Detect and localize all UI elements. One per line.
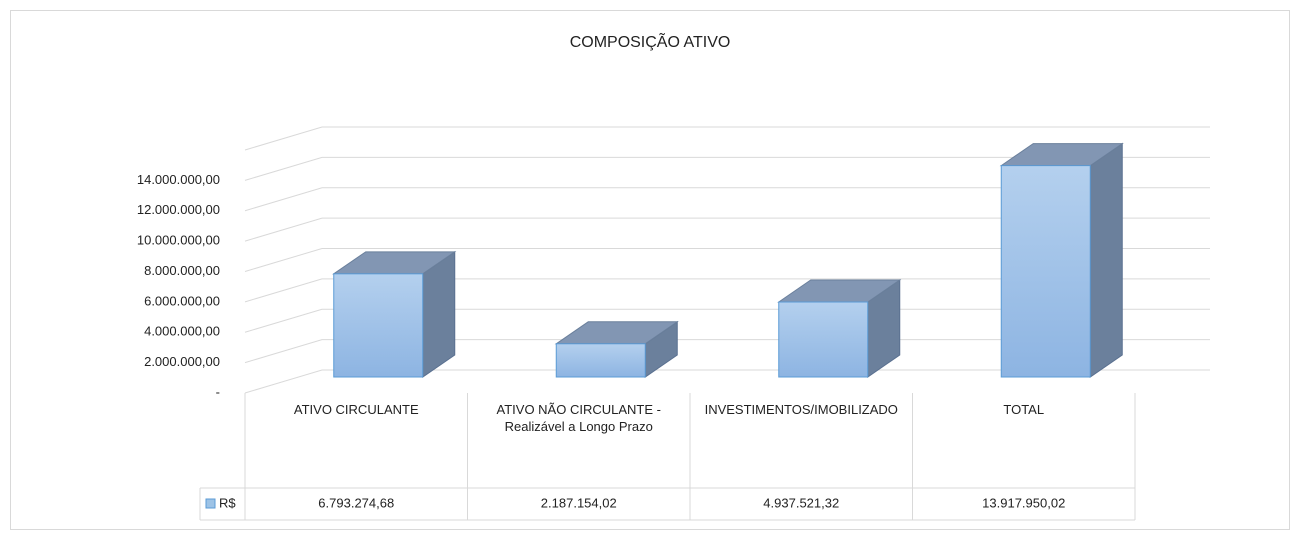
grid-line — [244, 339, 1210, 364]
x-tick-label: ATIVO CIRCULANTE — [293, 402, 419, 417]
bar-front — [778, 301, 869, 378]
legend-label: R$ — [219, 495, 236, 510]
x-tick-label: ATIVO NÃO CIRCULANTE - Realizável a Long… — [496, 402, 661, 434]
x-tick-cell: INVESTIMENTOS/IMOBILIZADO — [704, 402, 898, 417]
y-tick-label: 14.000.000,00 — [137, 172, 220, 187]
grid-line — [244, 278, 1210, 303]
x-tick-label: TOTAL — [1003, 402, 1045, 417]
chart-title: COMPOSIÇÃO ATIVO — [570, 31, 731, 51]
bar-front — [1000, 165, 1091, 378]
x-tick-cell: ATIVO NÃO CIRCULANTE - Realizável a Long… — [496, 402, 661, 434]
bar — [777, 279, 902, 378]
grid-line — [244, 156, 1210, 181]
data-table-value: 2.187.154,02 — [541, 495, 617, 510]
bar — [332, 250, 457, 378]
y-tick-label: 12.000.000,00 — [137, 202, 220, 217]
grid-line — [244, 187, 1210, 212]
x-tick-label: INVESTIMENTOS/IMOBILIZADO — [704, 402, 898, 417]
bar — [554, 320, 679, 378]
y-tick-label: - — [216, 384, 220, 399]
y-tick-label: 2.000.000,00 — [144, 354, 220, 369]
grid-line — [244, 248, 1210, 272]
legend-key — [205, 498, 216, 509]
grid-line — [244, 308, 1210, 333]
data-table-value: 13.917.950,02 — [982, 495, 1065, 510]
data-table-value: 6.793.274,68 — [318, 495, 394, 510]
y-tick-label: 8.000.000,00 — [144, 263, 220, 278]
bar-front — [555, 343, 646, 378]
grid-line — [244, 369, 1210, 394]
y-tick-label: 4.000.000,00 — [144, 324, 220, 339]
x-tick-cell: ATIVO CIRCULANTE — [293, 402, 419, 417]
grid-line — [244, 217, 1210, 242]
bar-front — [333, 273, 424, 378]
y-tick-label: 10.000.000,00 — [137, 233, 220, 248]
bar — [999, 142, 1124, 378]
y-tick-label: 6.000.000,00 — [144, 293, 220, 308]
wall-edge — [244, 126, 1210, 151]
data-table-value: 4.937.521,32 — [763, 495, 839, 510]
x-tick-cell: TOTAL — [1003, 402, 1045, 417]
bar-side — [1089, 142, 1123, 378]
